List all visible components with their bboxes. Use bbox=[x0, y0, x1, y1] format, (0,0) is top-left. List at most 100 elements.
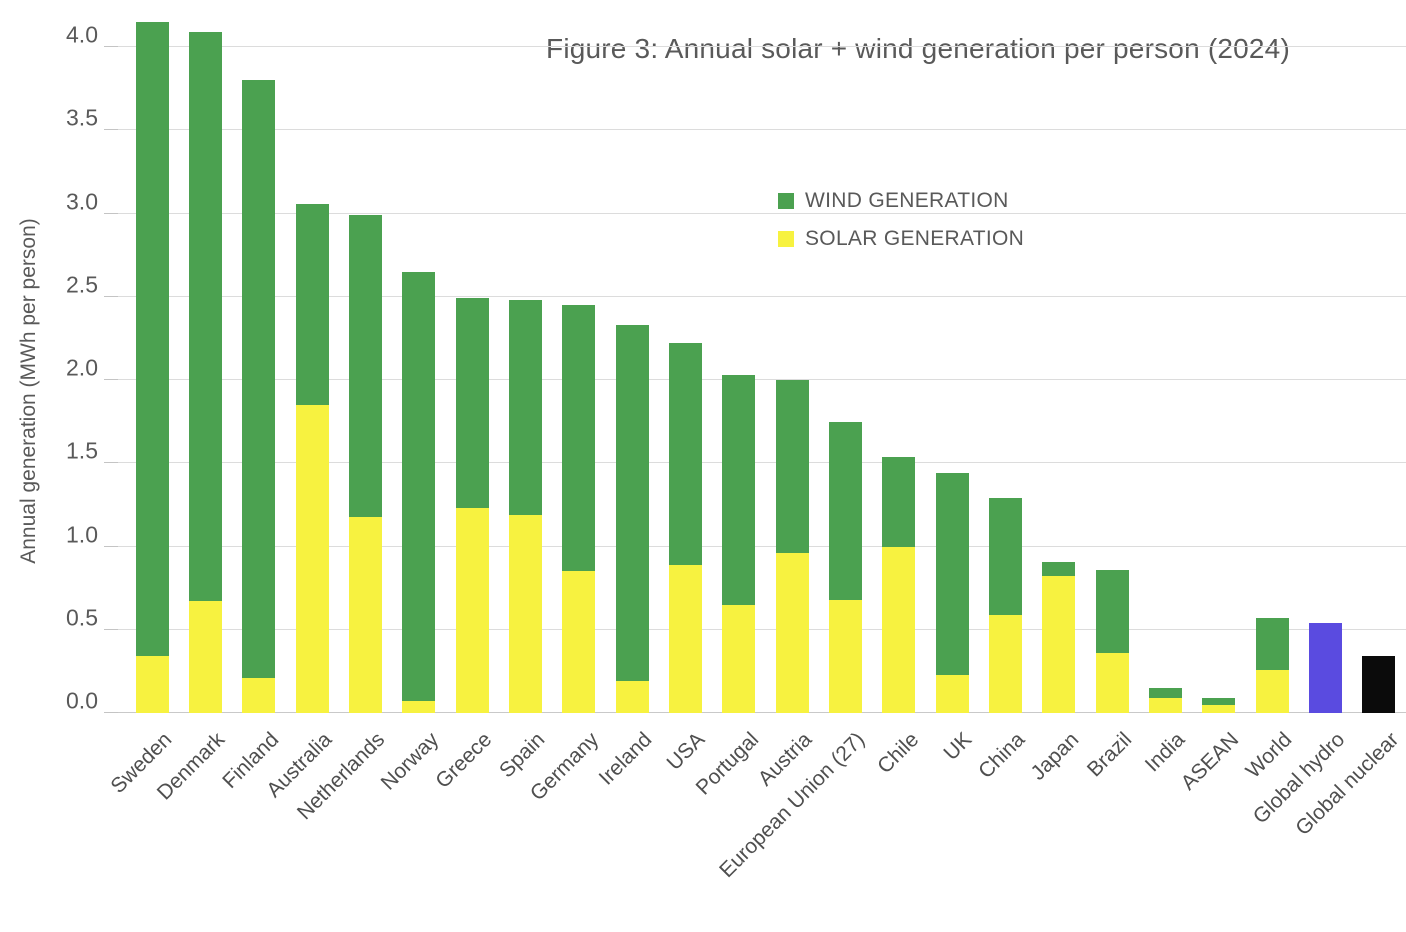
gridline-2.5 bbox=[118, 295, 1406, 297]
bar-netherlands bbox=[348, 215, 382, 713]
bar-segment-global-hydro bbox=[1308, 623, 1342, 713]
y-tick-label-3.0: 3.0 bbox=[66, 188, 98, 214]
bar-segment-wind bbox=[188, 32, 222, 602]
y-tick-mark bbox=[104, 379, 118, 380]
bar-segment-wind bbox=[1148, 688, 1182, 699]
bar-austria bbox=[775, 380, 809, 713]
x-axis-labels: Sweden Denmark Finland Australia Netherlands… bbox=[106, 722, 1403, 927]
x-tick-label-chile: Chile bbox=[872, 728, 923, 779]
bar-greece bbox=[455, 298, 489, 713]
y-tick-label-1.0: 1.0 bbox=[66, 521, 98, 547]
gridline-2.0 bbox=[118, 379, 1406, 380]
bar-segment-wind bbox=[348, 215, 382, 517]
bar-segment-wind bbox=[135, 22, 169, 657]
bar-brazil bbox=[1095, 569, 1129, 713]
y-tick-mark bbox=[104, 212, 118, 214]
bar-segment-solar bbox=[508, 514, 542, 713]
legend-label-wind: WIND GENERATION bbox=[805, 189, 1009, 212]
bar-segment-solar bbox=[615, 681, 649, 713]
bar-segment-wind bbox=[828, 421, 862, 600]
bar-segment-wind bbox=[402, 271, 436, 702]
gridline-3.5 bbox=[118, 129, 1406, 131]
bar-segment-solar bbox=[135, 656, 169, 713]
bar-global-hydro bbox=[1308, 623, 1342, 713]
bar-european-union-27 bbox=[828, 421, 862, 713]
bar-global-nuclear bbox=[1362, 656, 1396, 713]
bar-usa bbox=[668, 343, 702, 713]
bar-segment-solar bbox=[722, 604, 756, 713]
bar-norway bbox=[402, 271, 436, 713]
bar-segment-solar bbox=[1202, 704, 1236, 713]
legend-label-solar: SOLAR GENERATION bbox=[805, 227, 1025, 250]
bar-segment-solar bbox=[668, 564, 702, 713]
bar-segment-wind bbox=[775, 380, 809, 554]
bar-asean bbox=[1202, 698, 1236, 713]
y-tick-label-0.0: 0.0 bbox=[66, 687, 98, 714]
x-tick-label-brazil: Brazil bbox=[1082, 728, 1137, 782]
bar-segment-solar bbox=[348, 516, 382, 713]
bar-finland bbox=[242, 80, 276, 713]
x-tick-label-china: China bbox=[974, 728, 1030, 784]
bar-segment-solar bbox=[562, 571, 596, 713]
gridline-1.5 bbox=[118, 462, 1406, 464]
plot-area: 0.0 0.5 1.0 1.5 2.0 2.5 3.0 3.5 4.0 bbox=[66, 10, 1406, 713]
y-tick-label-2.0: 2.0 bbox=[66, 354, 98, 381]
bar-segment-solar bbox=[882, 546, 916, 713]
bar-segment-wind bbox=[988, 498, 1022, 615]
bar-spain bbox=[508, 300, 542, 713]
bar-segment-wind bbox=[508, 300, 542, 515]
y-tick-mark bbox=[104, 46, 118, 47]
y-tick-mark bbox=[104, 712, 118, 713]
bar-segment-solar bbox=[402, 701, 436, 713]
bar-uk bbox=[935, 473, 969, 713]
bar-segment-wind bbox=[1095, 569, 1129, 654]
bar-segment-wind bbox=[722, 375, 756, 605]
bar-segment-wind bbox=[882, 456, 916, 547]
bar-germany bbox=[562, 305, 596, 713]
bar-india bbox=[1148, 688, 1182, 713]
x-tick-label-uk: UK bbox=[939, 728, 977, 765]
bar-segment-solar bbox=[775, 553, 809, 713]
bar-sweden bbox=[135, 22, 169, 713]
y-tick-mark bbox=[104, 129, 118, 131]
y-tick-label-2.5: 2.5 bbox=[66, 271, 98, 298]
bar-segment-solar bbox=[295, 404, 329, 713]
bar-segment-wind bbox=[935, 473, 969, 675]
y-tick-mark bbox=[104, 545, 118, 547]
bar-portugal bbox=[722, 375, 756, 713]
solar-swatch-icon bbox=[778, 231, 794, 247]
bar-segment-wind bbox=[668, 343, 702, 565]
bar-segment-solar bbox=[1148, 698, 1182, 713]
bar-segment-solar bbox=[935, 674, 969, 713]
bar-segment-wind bbox=[295, 203, 329, 405]
bar-segment-solar bbox=[1042, 576, 1076, 713]
bar-segment-solar bbox=[828, 599, 862, 713]
bar-ireland bbox=[615, 325, 649, 713]
x-tick-label-usa: USA bbox=[662, 728, 710, 775]
x-tick-label-norway: Norway bbox=[376, 728, 443, 795]
bar-chile bbox=[882, 456, 916, 713]
x-tick-label-japan: Japan bbox=[1026, 728, 1083, 785]
x-tick-label-india: India bbox=[1141, 728, 1190, 777]
gridline-1.0 bbox=[118, 545, 1406, 547]
gridline-0.0 bbox=[118, 712, 1406, 713]
y-tick-label-4.0: 4.0 bbox=[66, 21, 98, 48]
gridline-3.0 bbox=[118, 212, 1406, 214]
bar-australia bbox=[295, 203, 329, 713]
bar-segment-wind bbox=[615, 325, 649, 682]
bar-segment-wind bbox=[562, 305, 596, 572]
bar-segment-solar bbox=[242, 678, 276, 713]
gridline-4.0 bbox=[118, 46, 1406, 47]
bar-segment-solar bbox=[1255, 669, 1289, 713]
bar-segment-solar bbox=[988, 614, 1022, 713]
y-tick-mark bbox=[104, 295, 118, 297]
bar-segment-wind bbox=[1202, 698, 1236, 705]
x-tick-label-asean: ASEAN bbox=[1176, 728, 1243, 795]
bar-segment-solar bbox=[455, 508, 489, 713]
legend: WIND GENERATION SOLAR GENERATION bbox=[778, 182, 1024, 258]
bar-segment-wind bbox=[1042, 561, 1076, 577]
legend-item-solar: SOLAR GENERATION bbox=[778, 220, 1024, 258]
bar-world bbox=[1255, 618, 1289, 713]
gridline-0.5 bbox=[118, 628, 1406, 630]
